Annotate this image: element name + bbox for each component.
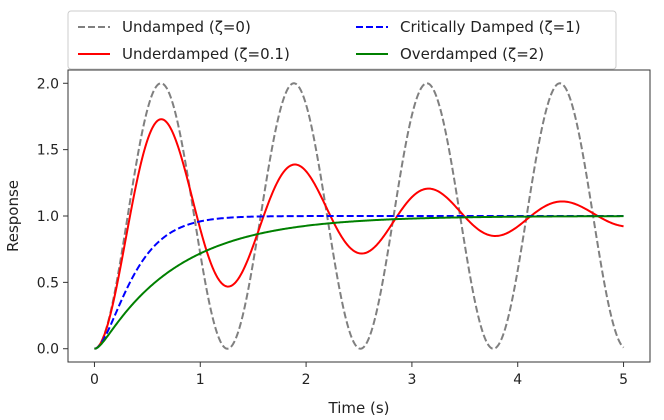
plot-lines — [94, 82, 625, 350]
legend: Undamped (ζ=0) Critically Damped (ζ=1) Und… — [67, 10, 617, 70]
x-tick-label: 5 — [619, 372, 628, 388]
y-tick-label: 1.0 — [37, 209, 59, 225]
series-line-1 — [94, 118, 624, 350]
legend-frame — [67, 10, 617, 70]
y-tick-label: 0.5 — [37, 275, 59, 291]
y-tick-label: 2.0 — [37, 76, 59, 92]
legend-label-2: Critically Damped (ζ=1) — [400, 18, 581, 36]
y-tick-label: 1.5 — [37, 143, 59, 159]
x-tick-label: 2 — [302, 372, 311, 388]
x-tick-label: 1 — [196, 372, 205, 388]
x-axis: 0 1 2 3 4 5 — [90, 362, 628, 388]
legend-label-0: Undamped (ζ=0) — [122, 18, 251, 36]
y-axis: 0.0 0.5 1.0 1.5 2.0 — [37, 76, 68, 358]
series-line-3 — [94, 215, 624, 350]
series-line-0 — [94, 82, 625, 350]
legend-label-3: Overdamped (ζ=2) — [400, 45, 544, 63]
x-tick-label: 0 — [90, 372, 99, 388]
x-tick-label: 3 — [407, 372, 416, 388]
y-axis-label: Response — [4, 180, 22, 252]
x-axis-label: Time (s) — [328, 399, 390, 417]
x-tick-label: 4 — [513, 372, 522, 388]
series-line-2 — [94, 215, 624, 350]
y-tick-label: 0.0 — [37, 342, 59, 358]
legend-label-1: Underdamped (ζ=0.1) — [122, 45, 290, 63]
